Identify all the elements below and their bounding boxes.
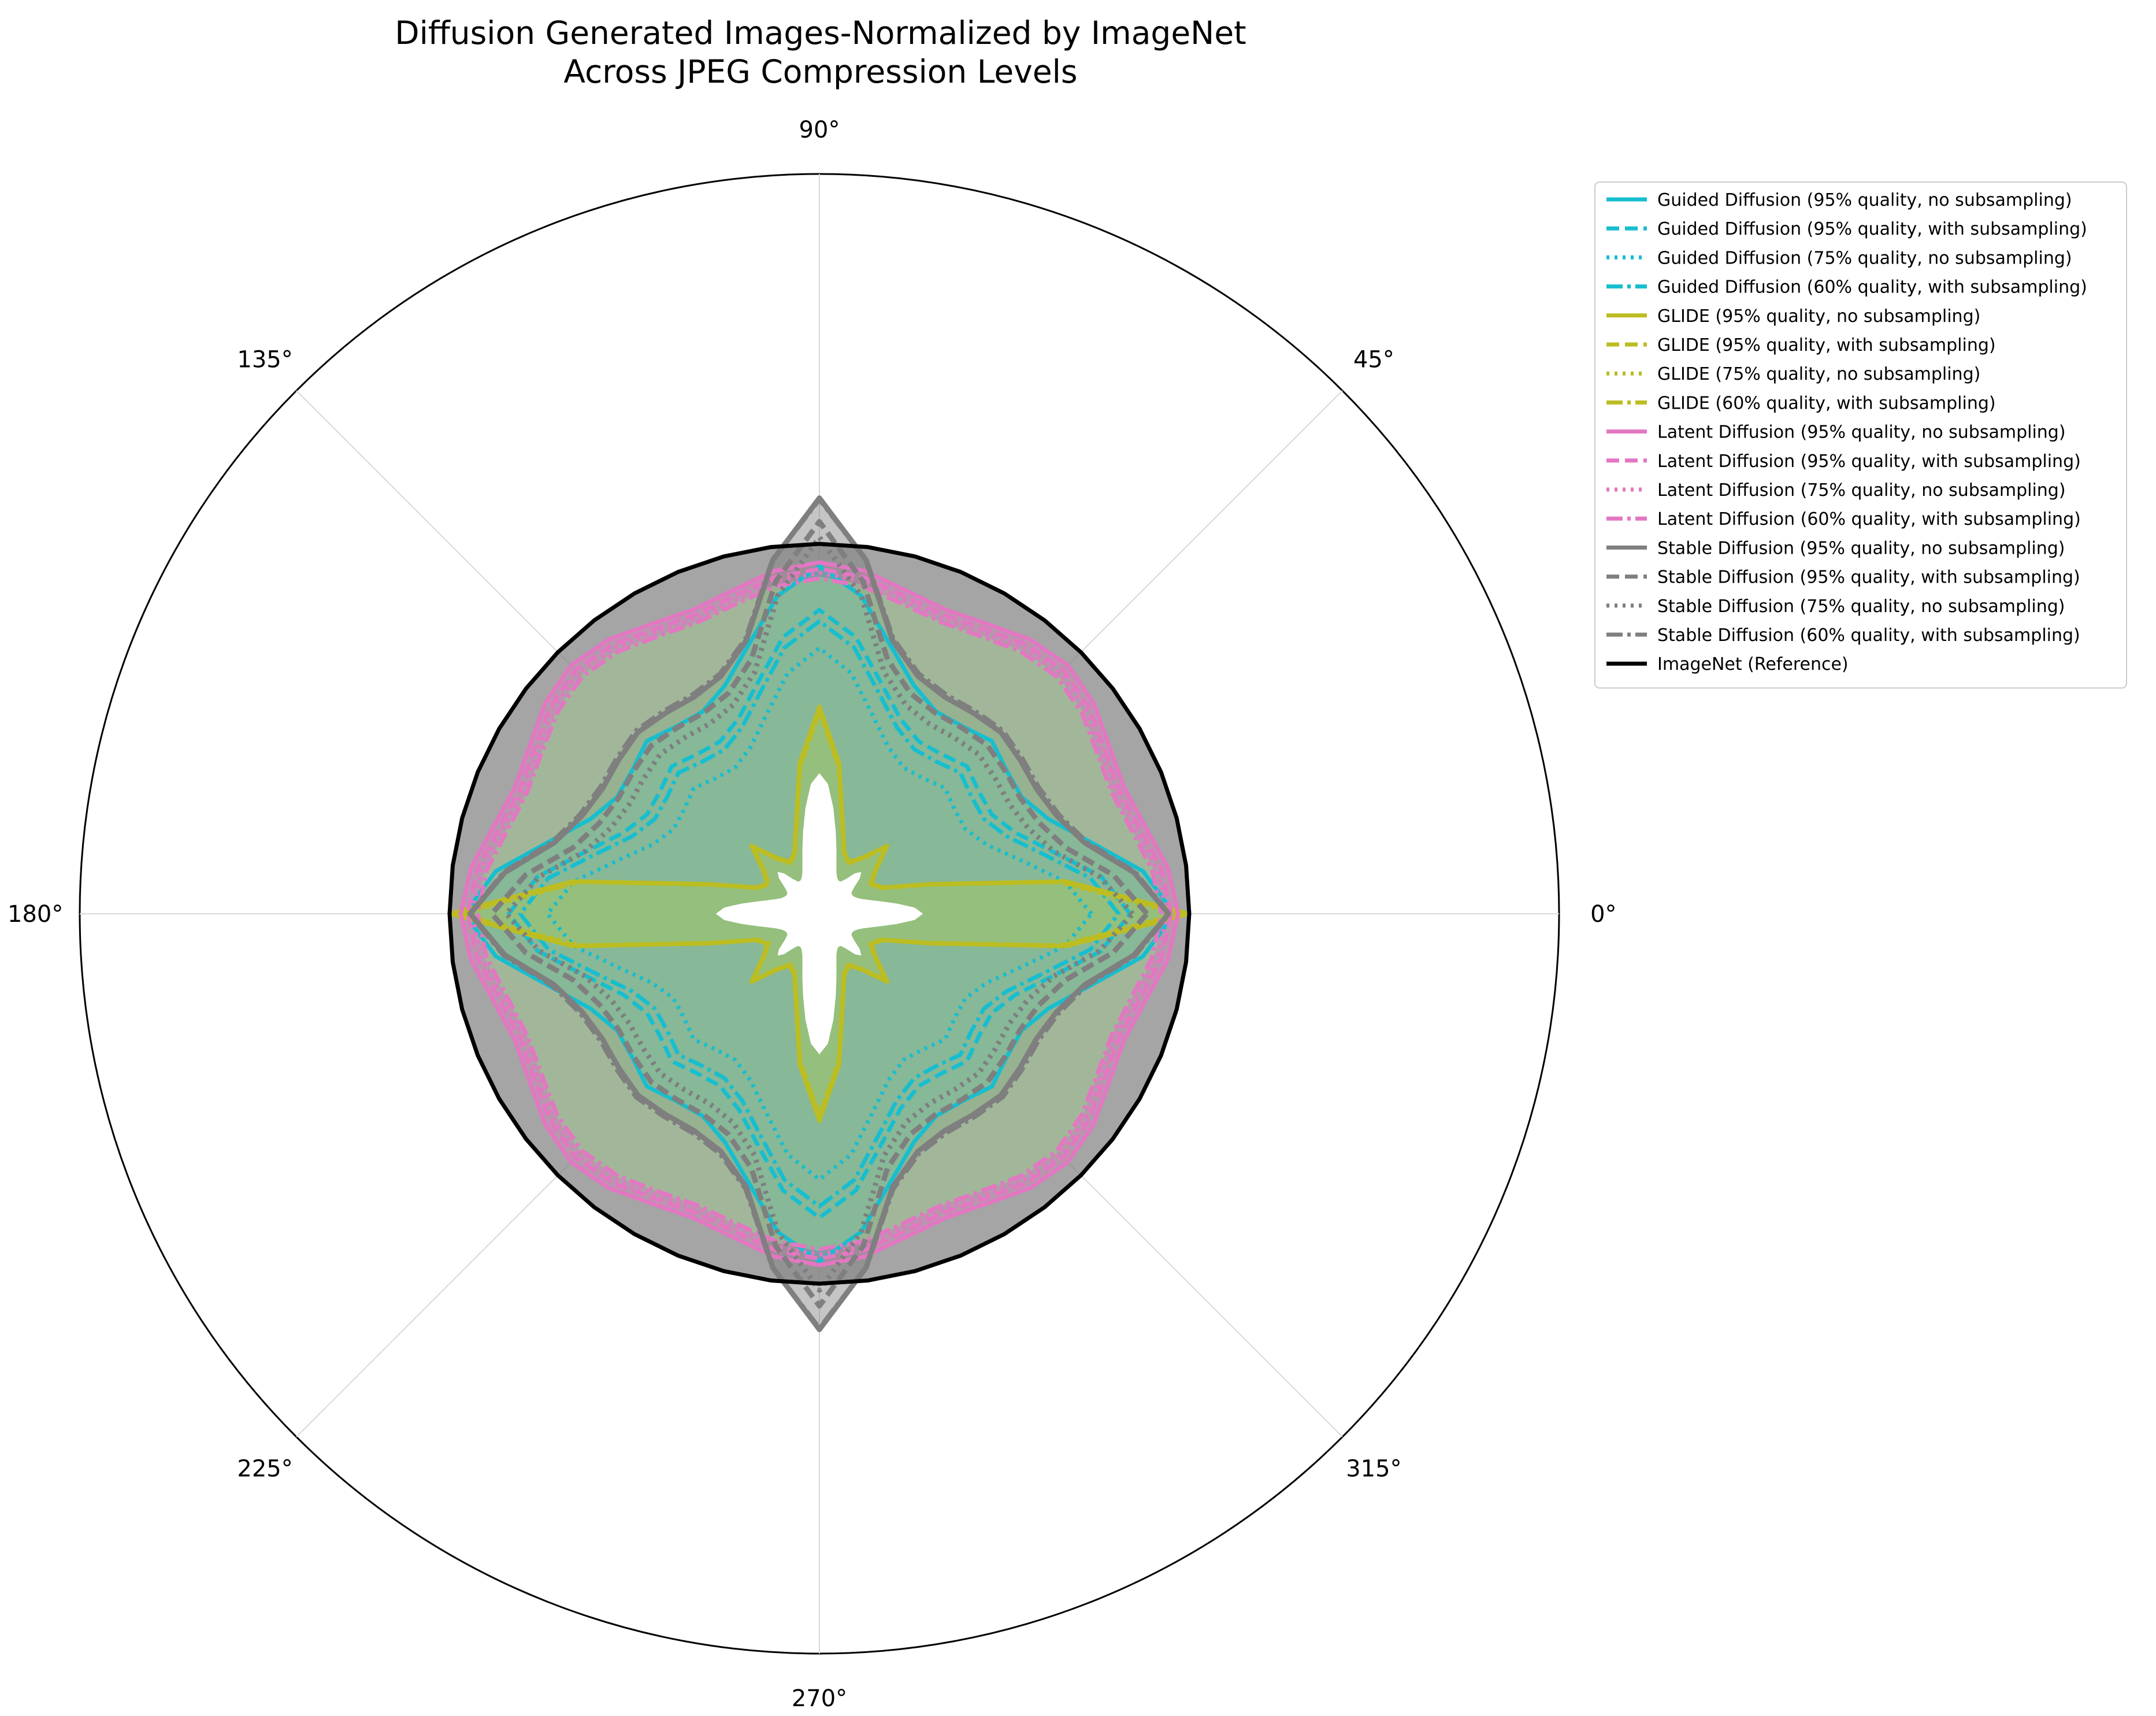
series-line-11 xyxy=(475,576,1164,1251)
series-line-13 xyxy=(489,518,1150,1309)
angle-tick-label: 45° xyxy=(1353,347,1394,373)
angle-tick-label: 90° xyxy=(799,117,840,143)
angle-tick-label: 135° xyxy=(237,347,292,373)
legend-entry: Guided Diffusion (95% quality, no subsam… xyxy=(1657,190,2072,210)
legend-entry: GLIDE (60% quality, with subsampling) xyxy=(1657,393,1996,413)
series-lines xyxy=(447,495,1192,1332)
legend-entry: Latent Diffusion (75% quality, no subsam… xyxy=(1657,480,2066,501)
legend-entry: Guided Diffusion (60% quality, with subs… xyxy=(1657,277,2087,298)
angle-tick-label: 225° xyxy=(237,1455,292,1482)
series-line-1 xyxy=(506,607,1133,1220)
legend-entry: Stable Diffusion (75% quality, no subsam… xyxy=(1657,596,2065,617)
legend-entry: GLIDE (95% quality, with subsampling) xyxy=(1657,335,1996,355)
angle-tick-label: 270° xyxy=(792,1685,847,1712)
legend-entry: Guided Diffusion (75% quality, no subsam… xyxy=(1657,248,2072,268)
chart-subtitle: Across JPEG Compression Levels xyxy=(563,53,1078,90)
legend-entry: Stable Diffusion (95% quality, no subsam… xyxy=(1657,538,2065,558)
angle-tick-label: 180° xyxy=(8,901,63,928)
series-line-9 xyxy=(465,566,1174,1261)
series-line-16 xyxy=(447,542,1192,1286)
chart-title: Diffusion Generated Images-Normalized by… xyxy=(395,14,1246,51)
center-hole xyxy=(715,773,923,1055)
series-line-2 xyxy=(545,646,1094,1182)
angle-tick-label: 0° xyxy=(1590,901,1616,928)
legend-entry: GLIDE (95% quality, no subsampling) xyxy=(1657,306,1980,327)
legend-entry: Guided Diffusion (95% quality, with subs… xyxy=(1657,219,2087,239)
series-line-8 xyxy=(458,560,1181,1267)
legend-entry: Latent Diffusion (60% quality, with subs… xyxy=(1657,509,2081,529)
legend: Guided Diffusion (95% quality, no subsam… xyxy=(1594,181,2127,689)
series-line-5 xyxy=(455,709,1184,1119)
legend-entry: GLIDE (75% quality, no subsampling) xyxy=(1657,364,1980,384)
legend-entry: Stable Diffusion (60% quality, with subs… xyxy=(1657,625,2080,646)
legend-entry: Latent Diffusion (95% quality, no subsam… xyxy=(1657,422,2066,443)
angle-tick-labels: 0° 45° 90° 135° 180° 225° 270° 315° xyxy=(8,117,1617,1712)
series-line-14 xyxy=(503,535,1135,1293)
legend-entry: ImageNet (Reference) xyxy=(1657,654,1849,674)
legend-frame xyxy=(1594,181,2127,689)
legend-entry: Stable Diffusion (95% quality, with subs… xyxy=(1657,568,2080,588)
series-line-3 xyxy=(518,619,1121,1209)
legend-entry: Latent Diffusion (95% quality, with subs… xyxy=(1657,451,2081,472)
series-line-7 xyxy=(451,706,1188,1121)
angle-tick-label: 315° xyxy=(1346,1455,1401,1482)
series-line-15 xyxy=(467,496,1172,1332)
